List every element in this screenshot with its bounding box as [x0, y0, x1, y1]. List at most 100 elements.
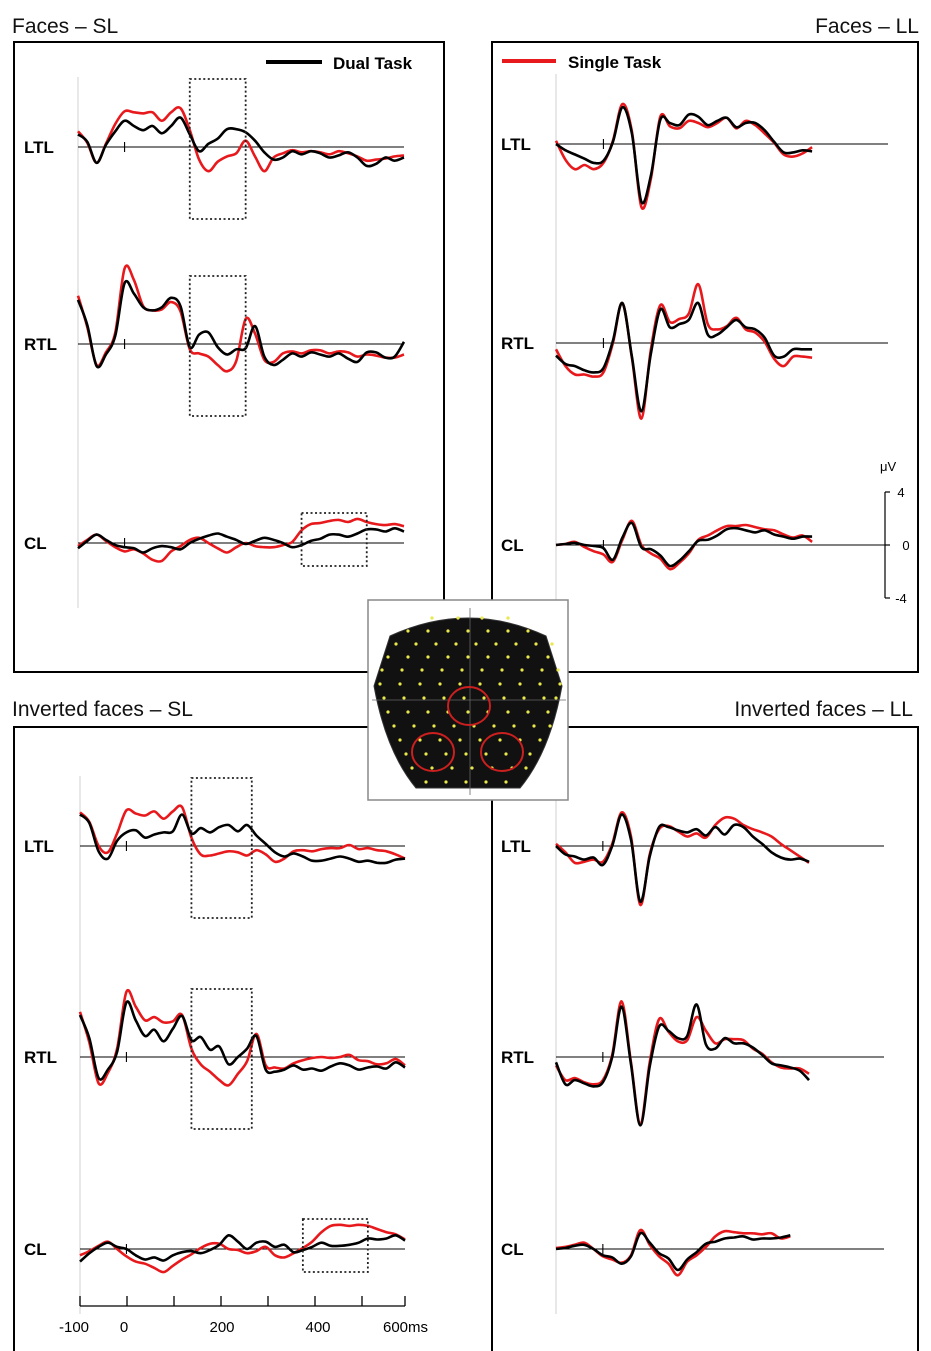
time-window-rtl: [190, 988, 253, 1130]
title-faces-sl: Faces – SL: [12, 15, 118, 38]
uv-top-label: 4: [897, 485, 904, 500]
electrode-dot: [464, 752, 468, 756]
roi-circle-cl: [447, 686, 491, 726]
electrode-dot: [526, 655, 530, 659]
time-window-ltl: [190, 777, 253, 919]
electrode-dot: [506, 655, 510, 659]
series-single-task-cl: [555, 1228, 791, 1277]
panel-faces-ll: LTL RTL CL: [501, 74, 888, 610]
panel-frame-inverted-sl: [13, 726, 438, 1351]
series-dual-task-rtl: [554, 1003, 810, 1127]
head-shape: [373, 617, 563, 789]
uv-bottom-label: -4: [895, 591, 907, 606]
x-axis: -100 0 200 400 600ms: [59, 1296, 428, 1336]
series-dual-task-ltl: [77, 116, 405, 168]
electrode-dot: [504, 752, 508, 756]
electrode-dot: [440, 668, 444, 672]
panel-frame-inverted-ll: [491, 726, 919, 1351]
electrode-dot: [480, 668, 484, 672]
legend: Dual Task Single Task: [266, 53, 662, 73]
electrode-dot: [548, 724, 552, 728]
electrode-dot: [538, 682, 542, 686]
electrode-dot: [540, 668, 544, 672]
electrode-dot: [466, 655, 470, 659]
electrode-dot: [502, 696, 506, 700]
series-dual-task-cl: [555, 1231, 791, 1272]
electrode-dot: [506, 616, 510, 620]
electrode-dot: [438, 738, 442, 742]
electrode-dot: [498, 738, 502, 742]
electrode-dot: [518, 682, 522, 686]
electrode-dot: [554, 696, 558, 700]
electrode-dot: [522, 696, 526, 700]
panel-frame-faces-ll: [491, 41, 919, 673]
electrode-dot: [382, 696, 386, 700]
electrode-dot: [378, 682, 382, 686]
roi-circle-rtl: [480, 732, 524, 772]
electrode-dot: [478, 738, 482, 742]
electrode-map: [367, 599, 569, 801]
electrode-dot: [498, 682, 502, 686]
x-tick-label: 600ms: [383, 1319, 428, 1336]
roi-circle-ltl: [411, 732, 455, 772]
series-single-task-cl: [555, 519, 813, 571]
time-window-cl: [301, 1218, 369, 1273]
electrode-dot: [504, 780, 508, 784]
electrode-dot: [460, 668, 464, 672]
row-label-ltl: LTL: [501, 837, 531, 856]
electrode-dot: [494, 642, 498, 646]
electrode-dot: [392, 724, 396, 728]
electrode-dot: [406, 655, 410, 659]
electrode-dot: [478, 682, 482, 686]
electrode-dot: [514, 642, 518, 646]
panel-frame-faces-sl: [13, 41, 445, 673]
electrode-dot: [422, 696, 426, 700]
electrode-dot: [458, 738, 462, 742]
electrode-dot: [484, 752, 488, 756]
electrode-dot: [550, 642, 554, 646]
electrode-dot: [432, 724, 436, 728]
electrode-dot: [474, 642, 478, 646]
electrode-dot: [398, 738, 402, 742]
electrode-dot: [480, 616, 484, 620]
electrode-dot: [442, 696, 446, 700]
electrode-dot: [414, 642, 418, 646]
electrode-dot: [534, 642, 538, 646]
electrode-dot: [512, 724, 516, 728]
electrode-dot: [404, 752, 408, 756]
electrode-dot: [410, 766, 414, 770]
electrode-dot: [418, 682, 422, 686]
legend-label-dual: Dual Task: [333, 54, 413, 73]
electrode-dot: [486, 629, 490, 633]
electrode-dot: [506, 710, 510, 714]
electrode-dot: [406, 629, 410, 633]
electrode-dot: [426, 655, 430, 659]
panel-inverted-sl: LTL RTL CL: [24, 776, 406, 1314]
series-dual-task-cl: [77, 527, 405, 554]
series-dual-task-cl: [79, 1233, 406, 1263]
series-single-task-ltl: [79, 804, 406, 864]
row-label-cl: CL: [501, 1240, 524, 1259]
electrode-dot: [532, 724, 536, 728]
electrode-dot: [542, 696, 546, 700]
electrode-dot: [484, 780, 488, 784]
electrode-dot: [524, 766, 528, 770]
electrode-dot: [402, 696, 406, 700]
series-dual-task-ltl: [555, 105, 813, 205]
electrode-dot: [444, 780, 448, 784]
electrode-dot: [452, 724, 456, 728]
electrode-dot: [538, 738, 542, 742]
series-dual-task-rtl: [78, 1000, 406, 1081]
x-tick-label: 400: [305, 1319, 330, 1336]
electrode-dot: [546, 710, 550, 714]
series-single-task-cl: [77, 517, 405, 563]
series-single-task-rtl: [76, 264, 405, 373]
uv-unit-label: μV: [880, 459, 896, 474]
electrode-dot: [424, 752, 428, 756]
panel-inverted-ll: LTL RTL CL: [501, 776, 884, 1314]
electrode-dot: [492, 724, 496, 728]
title-inverted-faces-sl: Inverted faces – SL: [12, 698, 193, 721]
panel-faces-sl: LTL RTL CL: [24, 77, 406, 608]
electrode-dot: [380, 668, 384, 672]
